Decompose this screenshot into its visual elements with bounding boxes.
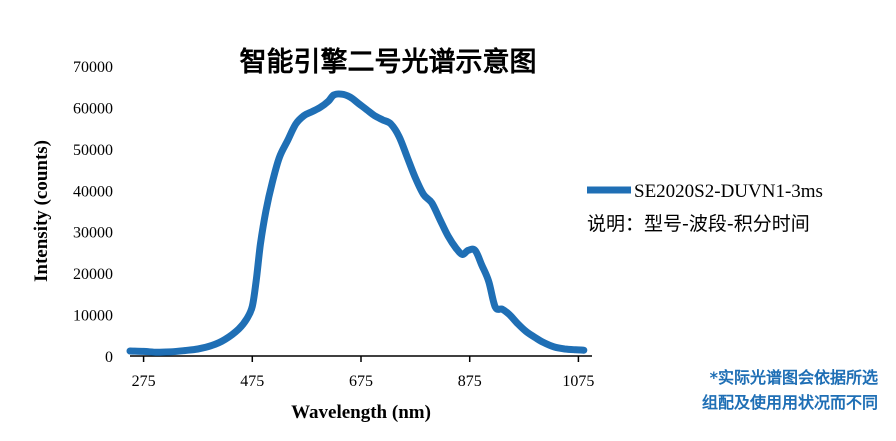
series-line-se2020s2-duvn1-3ms bbox=[126, 90, 588, 356]
x-tick-label: 875 bbox=[458, 373, 482, 390]
y-tick-label: 70000 bbox=[73, 59, 113, 76]
y-axis-title: Intensity (counts) bbox=[31, 140, 52, 282]
legend-note: 说明：型号-波段-积分时间 bbox=[587, 213, 810, 235]
x-tick-label: 275 bbox=[132, 373, 156, 390]
plot-area: 0 10000 20000 30000 40000 50000 60000 70000 275… bbox=[73, 59, 594, 390]
legend: SE2020S2-DUVN1-3ms 说明：型号-波段-积分时间 bbox=[587, 181, 823, 235]
x-axis-title: Wavelength (nm) bbox=[291, 402, 431, 423]
legend-label: SE2020S2-DUVN1-3ms bbox=[634, 181, 823, 202]
x-axis-ticks: 275 475 675 875 1075 bbox=[132, 356, 594, 390]
footnote-line-1: *实际光谱图会依据所选 bbox=[710, 368, 878, 387]
y-axis-ticks: 0 10000 20000 30000 40000 50000 60000 70000 bbox=[73, 59, 113, 366]
footnote-line-2: 组配及使用用状况而不同 bbox=[702, 393, 878, 412]
y-tick-label: 50000 bbox=[73, 142, 113, 159]
y-tick-label: 20000 bbox=[73, 266, 113, 283]
x-tick-label: 475 bbox=[240, 373, 264, 390]
x-tick-label: 675 bbox=[349, 373, 373, 390]
y-tick-label: 40000 bbox=[73, 183, 113, 200]
y-tick-label: 30000 bbox=[73, 225, 113, 242]
x-tick-label: 1075 bbox=[562, 373, 594, 390]
chart-title: 智能引擎二号光谱示意图 bbox=[240, 46, 537, 78]
y-tick-label: 60000 bbox=[73, 100, 113, 117]
y-tick-label: 0 bbox=[105, 349, 113, 366]
y-tick-label: 10000 bbox=[73, 308, 113, 325]
